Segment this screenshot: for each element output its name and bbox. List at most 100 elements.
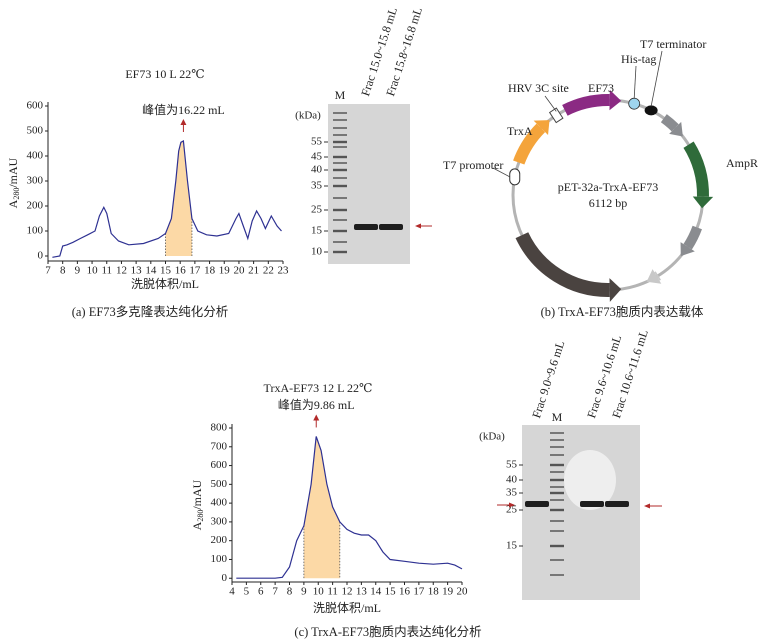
lane-label: M: [552, 410, 563, 424]
y-tick-label: 100: [27, 225, 44, 237]
marker-label: 10: [311, 246, 323, 258]
y-tick-label: 600: [27, 100, 44, 112]
marker-label: 40: [311, 164, 323, 176]
chromatogram-line: [236, 436, 463, 579]
x-tick-label: 7: [45, 265, 51, 277]
feature-leader: [650, 50, 663, 107]
x-tick-label: 9: [301, 586, 307, 598]
ladder-band: [333, 155, 347, 159]
x-tick-label: 4: [229, 586, 235, 598]
x-tick-label: 13: [131, 265, 143, 277]
caption: (a) EF73多克隆表达纯化分析: [72, 304, 229, 319]
x-tick-label: 5: [244, 586, 250, 598]
feature-label: EF73: [588, 81, 614, 95]
y-tick-label: 400: [211, 497, 228, 509]
x-tick-label: 7: [272, 586, 278, 598]
feature-arrowhead: [692, 196, 714, 209]
feature-leader: [544, 95, 557, 112]
gel-glare: [564, 450, 616, 510]
y-axis-label-part: A: [6, 199, 20, 208]
ladder-band: [550, 544, 564, 548]
y-tick-label: 300: [27, 175, 44, 187]
y-tick-label: 800: [211, 422, 228, 434]
peak-annotation: 峰值为16.22 mL: [142, 102, 225, 117]
marker-label: 40: [506, 474, 518, 486]
x-axis-label: 洗脱体积/mL: [131, 276, 199, 291]
x-tick-label: 19: [442, 586, 454, 598]
peak-annotation: 峰值为9.86 mL: [278, 397, 355, 412]
feature-arc: [683, 141, 709, 197]
ladder-band: [550, 432, 564, 434]
marker-label: 35: [506, 487, 518, 499]
x-tick-label: 8: [60, 265, 66, 277]
his-tag: [628, 97, 641, 110]
plasmid-size: 6112 bp: [589, 196, 628, 210]
y-tick-label: 200: [27, 200, 44, 212]
x-tick-label: 10: [313, 586, 325, 598]
x-tick-label: 11: [101, 265, 112, 277]
x-tick-label: 21: [248, 265, 259, 277]
ladder-band: [333, 177, 347, 179]
plasmid-name: pET-32a-TrxA-EF73: [558, 180, 658, 194]
ladder-band: [550, 574, 564, 576]
hrv-site: [548, 107, 564, 124]
feature-label: HRV 3C site: [508, 81, 569, 95]
sample-band: [354, 224, 378, 230]
y-tick-label: 400: [27, 150, 44, 162]
ladder-band: [333, 134, 347, 136]
y-axis-label-part: 280: [12, 188, 21, 200]
t7-terminator: [644, 105, 658, 116]
x-tick-label: 14: [370, 586, 382, 598]
feature-arrowhead: [533, 120, 550, 136]
y-axis-label-part: A: [190, 521, 204, 530]
ladder-band: [550, 499, 564, 501]
marker-label: 55: [311, 136, 323, 148]
caption: (b) TrxA-EF73胞质内表达载体: [541, 305, 704, 319]
x-tick-label: 23: [278, 265, 290, 277]
feature-arrowhead: [609, 278, 622, 302]
marker-label: 35: [311, 180, 323, 192]
gel: [328, 104, 410, 264]
x-tick-label: 16: [175, 265, 187, 277]
x-tick-label: 15: [385, 586, 397, 598]
peak-arrowhead: [313, 414, 320, 421]
y-tick-label: 100: [211, 553, 228, 565]
ladder-band: [333, 140, 347, 144]
ladder-band: [333, 112, 347, 114]
y-tick-label: 200: [211, 534, 228, 546]
feature-arc: [660, 114, 679, 132]
feature-arc: [515, 232, 610, 297]
ladder-band: [333, 168, 347, 172]
ladder-band: [550, 530, 564, 532]
ladder-band: [333, 119, 347, 121]
y-tick-label: 0: [222, 572, 228, 584]
x-tick-label: 11: [327, 586, 338, 598]
ladder-band: [550, 446, 564, 448]
ladder-band: [333, 162, 347, 164]
ladder-band: [333, 184, 347, 188]
y-axis-label-part: /mAU: [6, 157, 20, 187]
x-tick-label: 6: [258, 586, 264, 598]
sample-band: [580, 501, 604, 507]
y-tick-label: 600: [211, 459, 228, 471]
ladder-band: [333, 127, 347, 129]
ladder-band: [550, 559, 564, 561]
ladder-band: [550, 520, 564, 522]
chart-title: EF73 10 L 22℃: [125, 67, 204, 81]
ladder-band: [550, 454, 564, 456]
ladder-band: [333, 208, 347, 212]
chromatogram-line: [52, 140, 282, 258]
t7-promoter: [509, 168, 521, 186]
x-tick-label: 13: [356, 586, 368, 598]
feature-arrowhead: [646, 269, 662, 284]
ladder-band: [333, 229, 347, 233]
chart-title: TrxA-EF73 12 L 22℃: [264, 381, 373, 395]
feature-arc: [513, 123, 546, 165]
caption: (c) TrxA-EF73胞质内表达纯化分析: [294, 625, 481, 639]
x-tick-label: 20: [457, 586, 469, 598]
x-tick-label: 12: [116, 265, 127, 277]
sample-band: [605, 501, 629, 507]
y-tick-label: 700: [211, 440, 228, 452]
ladder-band: [550, 478, 564, 482]
peak-arrowhead: [180, 119, 187, 125]
